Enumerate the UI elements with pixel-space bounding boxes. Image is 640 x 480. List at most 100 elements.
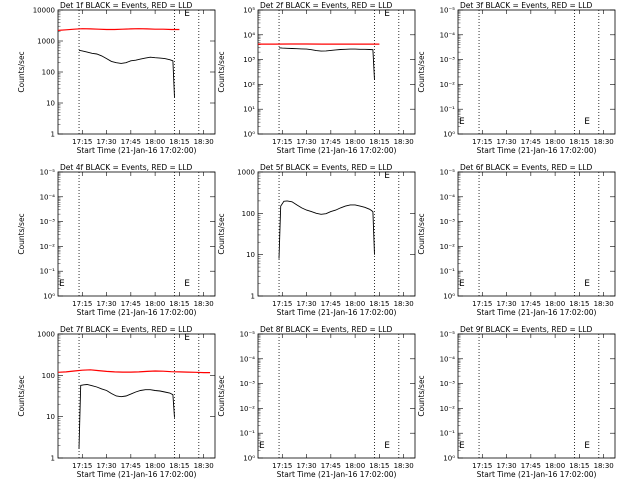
x-tick-label: 18:15 <box>569 138 589 146</box>
empty-marker: E <box>184 333 190 343</box>
panel-4: Det 4f BLACK = Events, RED = LLD 17:15 17:… <box>17 163 216 317</box>
x-tick-label: 17:15 <box>272 462 292 470</box>
plot-frame <box>57 171 216 297</box>
x-tick-label: 17:30 <box>96 300 116 308</box>
events-series-line <box>78 49 175 98</box>
empty-marker: E <box>184 279 190 289</box>
y-tick-label: 1000 <box>37 38 55 46</box>
y-axis-label: Counts/sec <box>17 375 26 416</box>
empty-marker: E <box>584 279 590 289</box>
x-tick-label: 18:30 <box>594 462 614 470</box>
y-tick-label: 10⁻³ <box>440 218 456 226</box>
empty-marker: E <box>184 9 190 19</box>
panel-title: Det 4f BLACK = Events, RED = LLD <box>60 163 193 172</box>
x-tick-label: 18:30 <box>194 300 214 308</box>
x-tick-label: 17:15 <box>272 300 292 308</box>
x-tick-label: 17:30 <box>496 138 516 146</box>
y-tick-label: 10⁻¹ <box>440 268 456 276</box>
x-axis-label: Start Time (21-Jan-16 17:02:00) <box>477 146 597 155</box>
empty-marker: E <box>384 441 390 451</box>
y-tick-label: 1 <box>51 131 55 139</box>
y-tick-label: 10⁻⁴ <box>40 193 56 201</box>
plot-frame <box>457 333 616 459</box>
y-tick-label: 10⁻² <box>440 81 456 89</box>
y-tick-label: 10⁻⁵ <box>440 169 456 177</box>
panel-3: Det 3f BLACK = Events, RED = LLD 17:15 17:… <box>417 1 616 155</box>
y-tick-label: 10⁻¹ <box>240 430 256 438</box>
x-tick-label: 18:00 <box>545 138 565 146</box>
y-tick-label: 10⁻¹ <box>440 106 456 114</box>
panel-9: Det 9f BLACK = Events, RED = LLD 17:15 17:… <box>417 325 616 479</box>
y-tick-label: 10³ <box>243 56 255 64</box>
y-axis-label: Counts/sec <box>17 51 26 92</box>
x-tick-label: 18:15 <box>169 462 189 470</box>
empty-marker: E <box>384 9 390 19</box>
y-axis-label: Counts/sec <box>17 213 26 254</box>
x-tick-label: 18:00 <box>145 462 165 470</box>
x-tick-label: 18:00 <box>145 300 165 308</box>
panel-2: Det 2f BLACK = Events, RED = LLD 17:15 17:… <box>217 1 416 155</box>
x-axis-label: Start Time (21-Jan-16 17:02:00) <box>77 146 197 155</box>
events-series-line <box>278 200 375 259</box>
x-tick-label: 18:30 <box>394 138 414 146</box>
y-tick-label: 10⁰ <box>43 293 55 301</box>
x-tick-label: 17:15 <box>72 462 92 470</box>
y-tick-label: 10⁻² <box>440 243 456 251</box>
y-axis-label: Counts/sec <box>417 375 426 416</box>
x-tick-label: 18:30 <box>194 138 214 146</box>
x-tick-label: 17:45 <box>521 462 541 470</box>
panel-6: Det 6f BLACK = Events, RED = LLD 17:15 17:… <box>417 163 616 317</box>
x-axis-label: Start Time (21-Jan-16 17:02:00) <box>277 146 397 155</box>
empty-marker: E <box>459 441 465 451</box>
x-tick-label: 18:30 <box>394 300 414 308</box>
x-tick-label: 18:15 <box>369 462 389 470</box>
y-tick-label: 10⁰ <box>243 131 255 139</box>
y-tick-label: 10⁻⁴ <box>440 355 456 363</box>
y-tick-label: 10 <box>46 413 55 421</box>
x-axis-label: Start Time (21-Jan-16 17:02:00) <box>477 470 597 479</box>
y-tick-label: 10⁻² <box>240 405 256 413</box>
y-tick-label: 10⁵ <box>243 7 255 15</box>
empty-marker: E <box>584 117 590 127</box>
panel-title: Det 1f BLACK = Events, RED = LLD <box>60 1 193 10</box>
x-tick-label: 17:15 <box>72 300 92 308</box>
y-tick-label: 10⁰ <box>443 455 455 463</box>
x-tick-label: 18:00 <box>545 462 565 470</box>
y-tick-label: 100 <box>242 210 255 218</box>
x-tick-label: 18:30 <box>194 462 214 470</box>
x-tick-label: 18:30 <box>594 138 614 146</box>
y-tick-label: 1 <box>251 293 255 301</box>
x-tick-label: 18:00 <box>345 138 365 146</box>
x-axis-label: Start Time (21-Jan-16 17:02:00) <box>77 308 197 317</box>
y-tick-label: 10⁻⁴ <box>440 31 456 39</box>
x-tick-label: 17:15 <box>272 138 292 146</box>
y-tick-label: 10⁻² <box>440 405 456 413</box>
y-axis-label: Counts/sec <box>417 213 426 254</box>
y-tick-label: 1 <box>51 455 55 463</box>
x-axis-label: Start Time (21-Jan-16 17:02:00) <box>277 308 397 317</box>
lld-series-line <box>57 28 180 31</box>
x-tick-label: 17:15 <box>72 138 92 146</box>
x-tick-label: 18:15 <box>169 300 189 308</box>
plot-frame <box>57 333 216 459</box>
plot-frame <box>457 171 616 297</box>
y-axis-label: Counts/sec <box>417 51 426 92</box>
x-tick-label: 17:30 <box>296 462 316 470</box>
y-tick-label: 10⁻³ <box>440 380 456 388</box>
x-axis-label: Start Time (21-Jan-16 17:02:00) <box>277 470 397 479</box>
y-axis-label: Counts/sec <box>217 51 226 92</box>
x-tick-label: 18:30 <box>594 300 614 308</box>
panel-8: Det 8f BLACK = Events, RED = LLD 17:15 17:… <box>217 325 416 479</box>
x-tick-label: 18:00 <box>545 300 565 308</box>
plot-frame <box>457 9 616 135</box>
x-tick-label: 18:15 <box>569 462 589 470</box>
y-tick-label: 10⁻⁴ <box>440 193 456 201</box>
empty-marker: E <box>584 441 590 451</box>
y-tick-label: 10000 <box>33 7 55 15</box>
x-tick-label: 17:45 <box>521 138 541 146</box>
y-tick-label: 1000 <box>237 169 255 177</box>
y-tick-label: 10⁻⁵ <box>240 331 256 339</box>
events-series-line <box>278 47 375 81</box>
empty-marker: E <box>459 117 465 127</box>
y-tick-label: 10⁻³ <box>440 56 456 64</box>
